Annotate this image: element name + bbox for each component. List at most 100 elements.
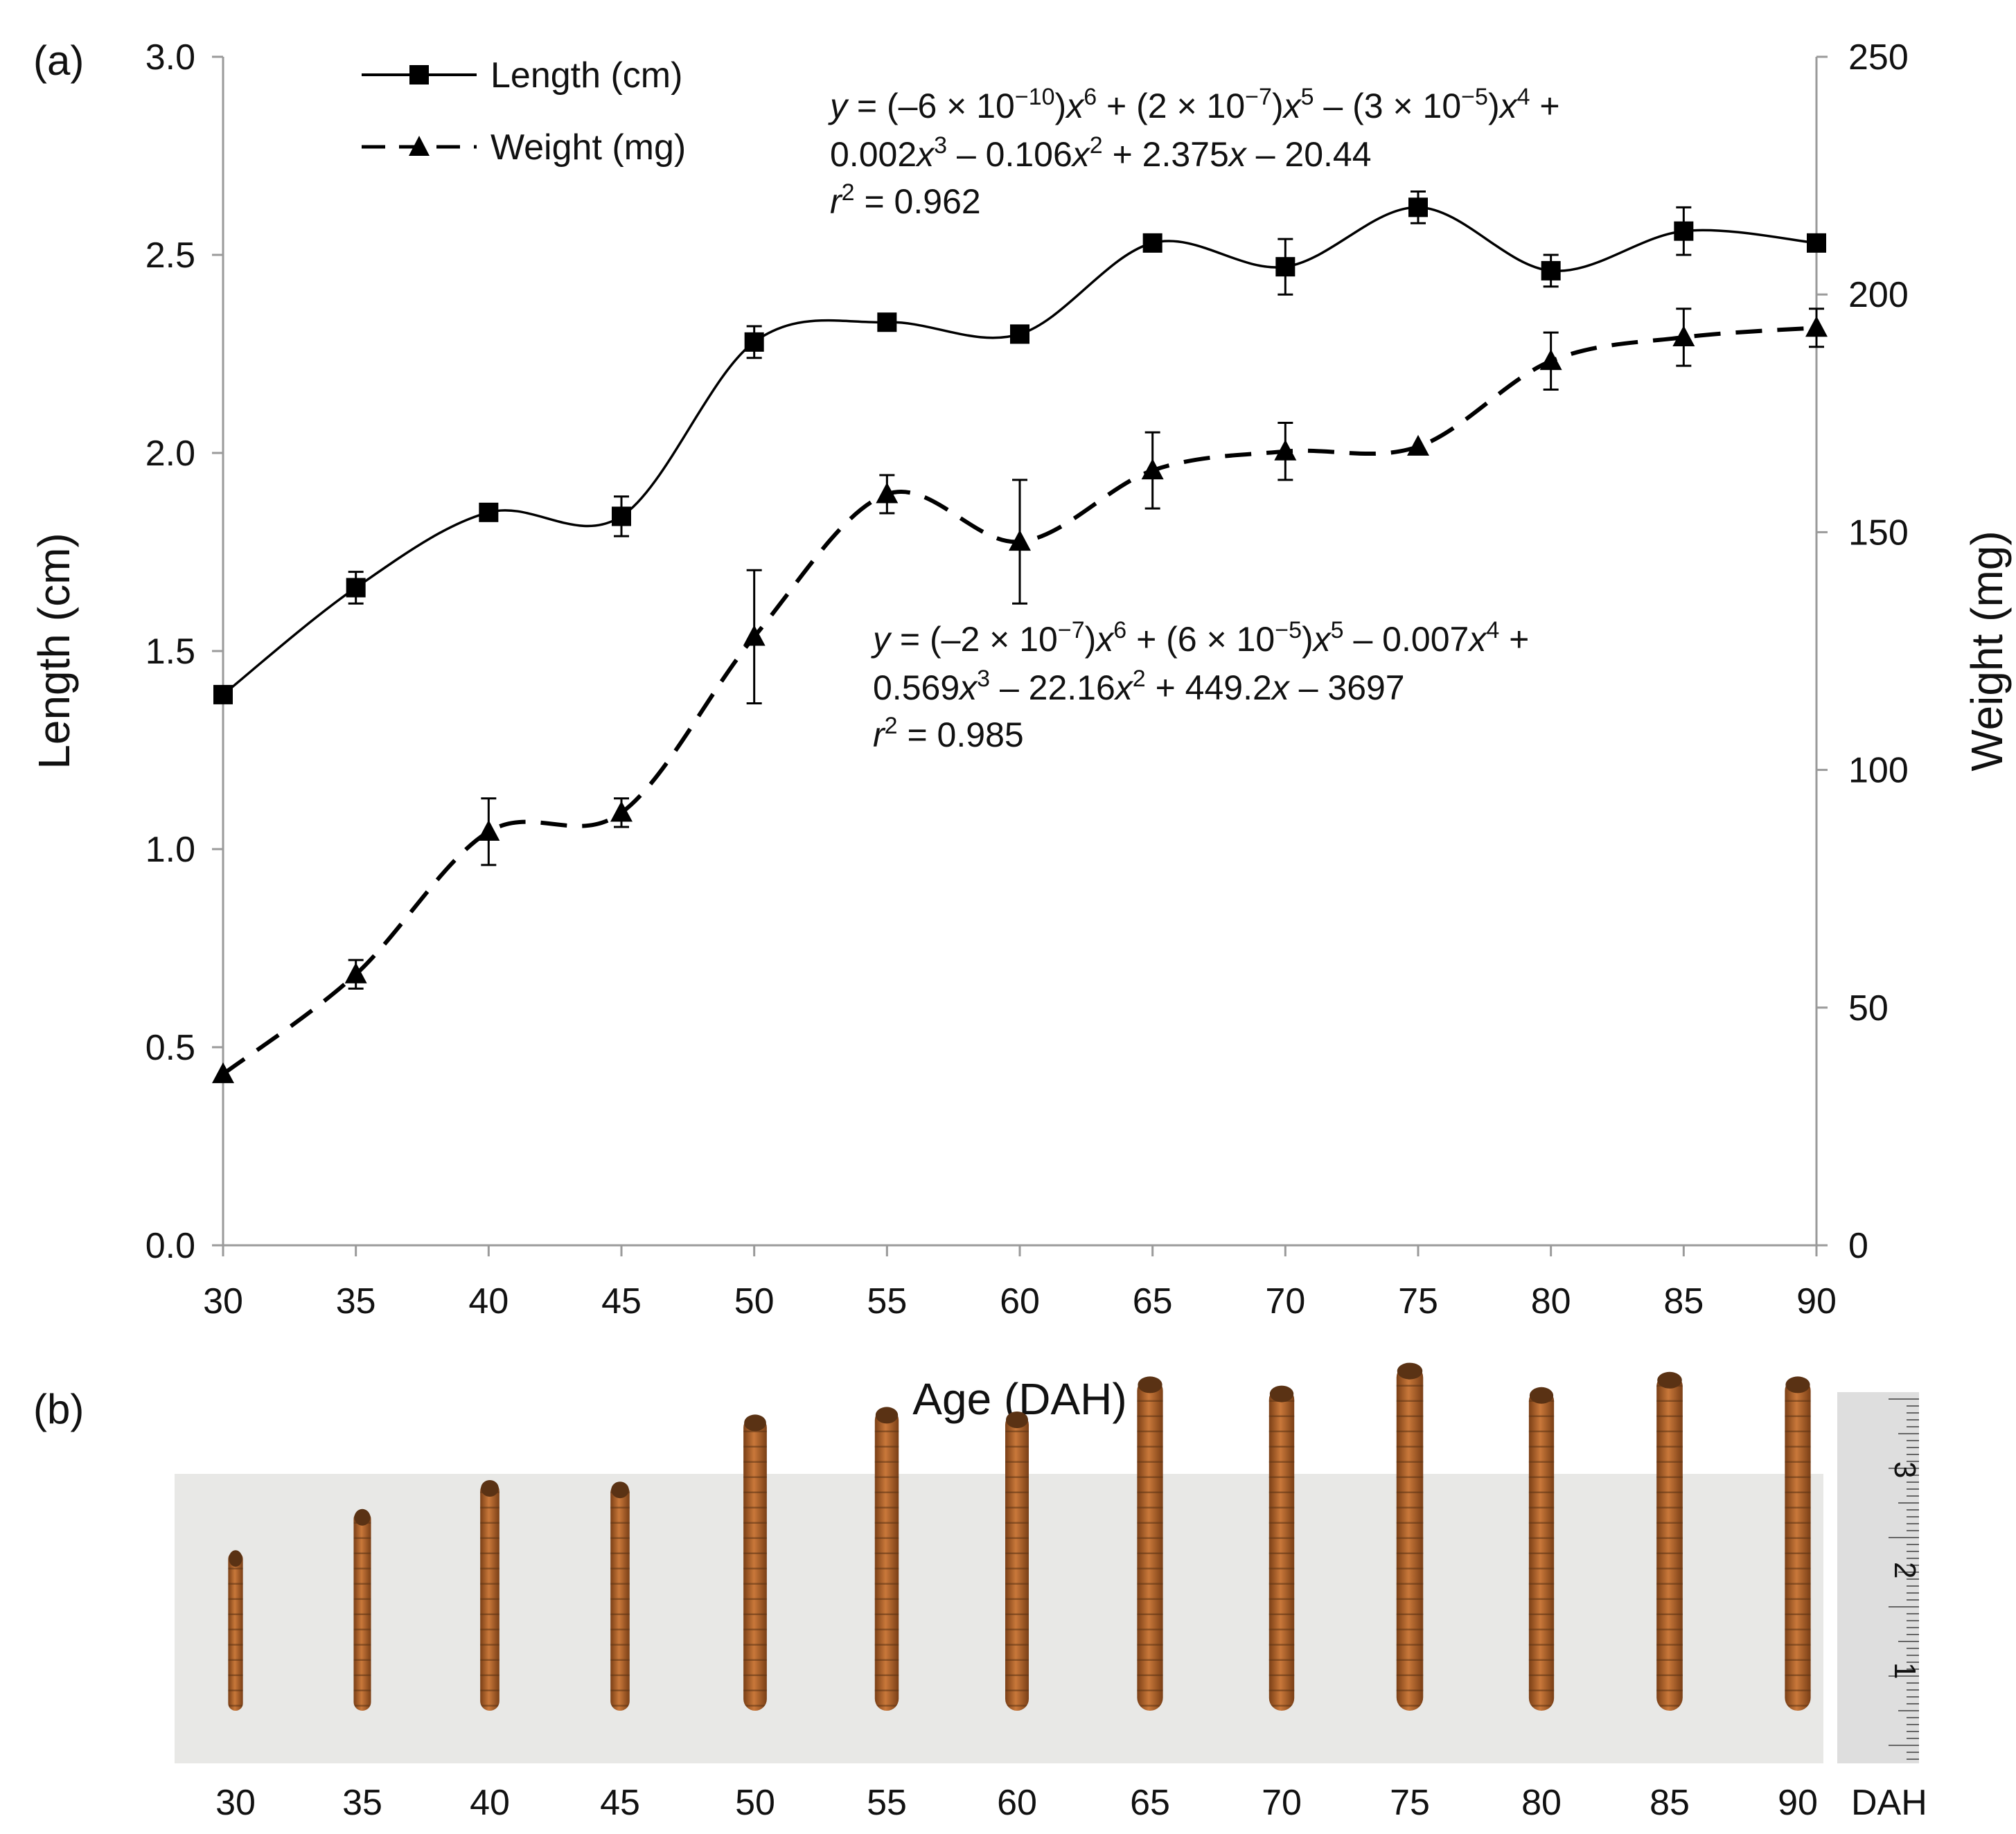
equation-part: x xyxy=(958,668,978,707)
x-tick-label: 85 xyxy=(1663,1281,1704,1321)
photo-label: 35 xyxy=(342,1783,382,1823)
length-point xyxy=(744,332,764,352)
larva-segments xyxy=(1396,1364,1424,1711)
larva xyxy=(1268,1385,1295,1711)
equation-part: + xyxy=(1530,87,1560,125)
panel-b-label: (b) xyxy=(33,1386,84,1432)
equation-part: y xyxy=(871,620,892,659)
weight-point xyxy=(1539,349,1562,371)
larva-head xyxy=(611,1481,629,1499)
equation-part: x xyxy=(1282,87,1302,125)
larva-segments xyxy=(1268,1387,1295,1711)
larva xyxy=(743,1414,767,1711)
series-layer xyxy=(212,190,1828,1083)
right-tick-label: 200 xyxy=(1848,275,1909,315)
length-point xyxy=(877,312,897,332)
photo-label: 70 xyxy=(1262,1783,1302,1823)
equation-part: + 449.2 xyxy=(1146,668,1272,707)
left-axis-title: Length (cm) xyxy=(29,533,79,769)
equation-part: −5 xyxy=(1461,84,1488,110)
equation-part: 5 xyxy=(1301,84,1314,110)
weight-point xyxy=(477,819,500,841)
larva-head xyxy=(1529,1387,1554,1404)
weight-point xyxy=(1274,439,1297,461)
weight-series-line xyxy=(222,326,1817,1076)
equation-part: x xyxy=(1228,135,1248,174)
weight-point xyxy=(1141,458,1164,480)
x-tick-label: 80 xyxy=(1531,1281,1571,1321)
panel-a-label: (a) xyxy=(33,37,84,84)
x-tick-label: 65 xyxy=(1133,1281,1173,1321)
photo-label: 90 xyxy=(1778,1783,1818,1823)
r2-symbol: r xyxy=(873,715,886,754)
equation-part: 3 xyxy=(934,132,947,159)
photo-label: 65 xyxy=(1130,1783,1170,1823)
equation-part: 5 xyxy=(1331,617,1344,643)
r2-symbol: r xyxy=(830,182,843,221)
equation-part: – 20.44 xyxy=(1246,135,1372,174)
equation-part: + 2.375 xyxy=(1103,135,1229,174)
length-point xyxy=(1408,197,1428,217)
equation-part: x xyxy=(915,135,935,174)
x-tick-label: 50 xyxy=(734,1281,775,1321)
left-tick-label: 2.5 xyxy=(145,235,195,276)
larva-head xyxy=(354,1508,371,1526)
equation-part: 3 xyxy=(977,666,990,692)
weight-point xyxy=(743,625,766,646)
right-tick-label: 250 xyxy=(1848,37,1909,78)
photo-label: 55 xyxy=(867,1783,907,1823)
weight-point xyxy=(876,482,899,504)
right-tick-label: 0 xyxy=(1848,1226,1868,1266)
weight-point xyxy=(1407,434,1429,456)
equation-part: ) xyxy=(1302,620,1314,659)
length-point xyxy=(1674,221,1694,241)
photo-label: 85 xyxy=(1650,1783,1690,1823)
photo-label: 60 xyxy=(997,1783,1037,1823)
weight-point xyxy=(1672,325,1695,346)
length-fit-equation: y = (–6 × 10−10)x6 + (2 × 10−7)x5 – (3 ×… xyxy=(828,84,1560,221)
x-tick-label: 45 xyxy=(601,1281,642,1321)
legend-weight-label: Weight (mg) xyxy=(490,127,686,168)
equation-part: x xyxy=(1071,135,1091,174)
left-tick-label: 3.0 xyxy=(145,37,195,78)
larva xyxy=(1785,1376,1811,1711)
left-tick-label: 0.5 xyxy=(145,1028,195,1068)
equation-part: x xyxy=(1114,668,1134,707)
r2-superscript: 2 xyxy=(885,713,898,739)
right-axis-title: Weight (mg) xyxy=(1962,531,2012,771)
length-point xyxy=(346,578,366,598)
length-point xyxy=(612,506,631,526)
x-tick-label: 55 xyxy=(867,1281,907,1321)
equation-part: 2 xyxy=(1133,666,1146,692)
larva xyxy=(480,1480,499,1711)
length-series xyxy=(213,190,1826,704)
equation-part: 0.569 xyxy=(873,668,960,707)
larvae-group xyxy=(228,1362,1811,1711)
photo-label: 75 xyxy=(1390,1783,1430,1823)
larva xyxy=(1528,1387,1555,1711)
x-tick-label: 60 xyxy=(1000,1281,1040,1321)
length-point xyxy=(1275,257,1296,277)
photo-label: 30 xyxy=(215,1783,256,1823)
length-point xyxy=(213,684,233,704)
weight-point xyxy=(610,801,633,822)
equation-part: −10 xyxy=(1015,84,1055,110)
equation-part: = (–6 × 10 xyxy=(847,87,1015,125)
equation-part: 4 xyxy=(1486,617,1499,643)
larva-head xyxy=(1138,1376,1162,1394)
length-fit-line2: 0.002x3 – 0.106x2 + 2.375x – 20.44 xyxy=(830,132,1372,174)
length-fit-r2: r2 = 0.962 xyxy=(830,179,981,221)
weight-point xyxy=(212,1062,234,1083)
right-tick-label: 150 xyxy=(1848,513,1909,553)
larva-head xyxy=(1785,1376,1810,1394)
larva xyxy=(610,1481,630,1711)
larva-segments xyxy=(1528,1388,1555,1711)
equation-part: x xyxy=(1065,87,1085,125)
right-tick-label: 100 xyxy=(1848,751,1909,791)
larva xyxy=(1005,1412,1029,1711)
x-tick-label: 75 xyxy=(1398,1281,1438,1321)
equation-part: 2 xyxy=(1090,132,1103,159)
larva-head xyxy=(875,1407,899,1424)
larva-segments xyxy=(480,1481,499,1711)
